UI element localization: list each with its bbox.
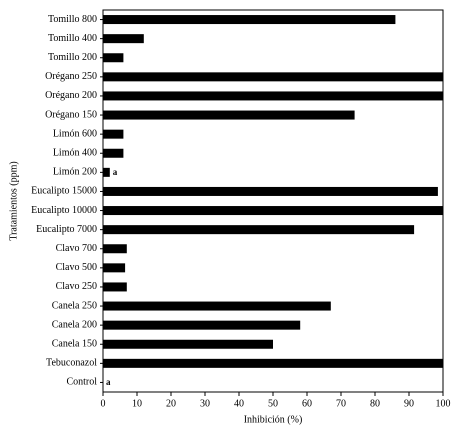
y-tick-label: Orégano 200 xyxy=(45,90,97,101)
bar-letter: e xyxy=(436,91,440,101)
x-tick-label: 40 xyxy=(234,398,244,409)
bar xyxy=(103,282,127,292)
bar-letter: a xyxy=(106,377,111,387)
x-tick-label: 30 xyxy=(200,398,210,409)
bar xyxy=(103,244,127,254)
bar-letter: bcd xyxy=(256,339,270,349)
y-tick-label: Canela 200 xyxy=(52,319,97,330)
y-tick-label: Orégano 150 xyxy=(45,109,97,120)
bar xyxy=(103,339,273,349)
bar-letter: ab xyxy=(111,148,121,158)
y-tick-label: Eucalipto 7000 xyxy=(36,224,97,235)
bar-letter: de xyxy=(383,14,392,24)
y-tick-label: Limón 400 xyxy=(53,148,97,159)
bar-letter: ab xyxy=(111,129,121,139)
y-tick-label: Tebuconazol xyxy=(46,358,97,369)
x-tick-label: 10 xyxy=(132,398,142,409)
bar-letter: abc xyxy=(127,33,141,43)
bar-letter: de xyxy=(402,224,411,234)
x-tick-label: 100 xyxy=(436,398,451,409)
y-tick-label: Canela 150 xyxy=(52,339,97,350)
plot-frame xyxy=(102,9,444,393)
bar-letter: e xyxy=(436,71,440,81)
y-tick-label: Tomillo 800 xyxy=(48,14,97,25)
y-tick-label: Limón 200 xyxy=(53,167,97,178)
bar xyxy=(103,72,443,82)
bar xyxy=(103,320,301,330)
bar-letter: ab xyxy=(113,262,123,272)
y-tick-label: Control xyxy=(66,377,97,388)
bar xyxy=(103,110,355,120)
bar xyxy=(103,358,443,368)
bar xyxy=(103,91,443,101)
bar xyxy=(103,53,124,63)
y-tick-label: Clavo 700 xyxy=(56,243,97,254)
y-tick-label: Eucalipto 15000 xyxy=(31,186,97,197)
y-tick-label: Tomillo 200 xyxy=(48,52,97,63)
bar-letter: e xyxy=(431,186,435,196)
bar-letter: de xyxy=(319,301,328,311)
bar-letter: ab xyxy=(111,52,121,62)
y-tick-label: Clavo 250 xyxy=(56,281,97,292)
x-tick-label: 50 xyxy=(268,398,278,409)
bar xyxy=(103,15,396,25)
bar xyxy=(103,167,110,177)
y-axis-label: Tratamientos (ppm) xyxy=(8,161,19,240)
x-tick-label: 90 xyxy=(404,398,414,409)
bar-letter: e xyxy=(436,205,440,215)
bar xyxy=(103,186,438,196)
y-tick-label: Limón 600 xyxy=(53,128,97,139)
bar-letter: e xyxy=(436,358,440,368)
bar xyxy=(103,34,144,44)
y-tick-label: Canela 250 xyxy=(52,300,97,311)
y-tick-label: Clavo 500 xyxy=(56,262,97,273)
bar xyxy=(103,263,126,273)
x-tick-label: 0 xyxy=(101,398,106,409)
bar xyxy=(103,301,331,311)
x-tick-label: 80 xyxy=(370,398,380,409)
x-axis-label: Inhibición (%) xyxy=(244,414,303,425)
bar xyxy=(103,148,124,158)
y-tick-label: Eucalipto 10000 xyxy=(31,205,97,216)
x-tick-label: 20 xyxy=(166,398,176,409)
y-tick-label: Orégano 250 xyxy=(45,71,97,82)
bar xyxy=(103,129,124,139)
x-tick-label: 70 xyxy=(336,398,346,409)
bar-letter: ab xyxy=(114,282,124,292)
x-tick-label: 60 xyxy=(302,398,312,409)
bar-letter: de xyxy=(343,110,352,120)
bar xyxy=(103,206,443,216)
bar xyxy=(103,225,415,235)
bar-letter: ab xyxy=(114,243,124,253)
bar-letter: a xyxy=(113,167,118,177)
bar-letter: cde xyxy=(284,320,297,330)
y-tick-label: Tomillo 400 xyxy=(48,33,97,44)
